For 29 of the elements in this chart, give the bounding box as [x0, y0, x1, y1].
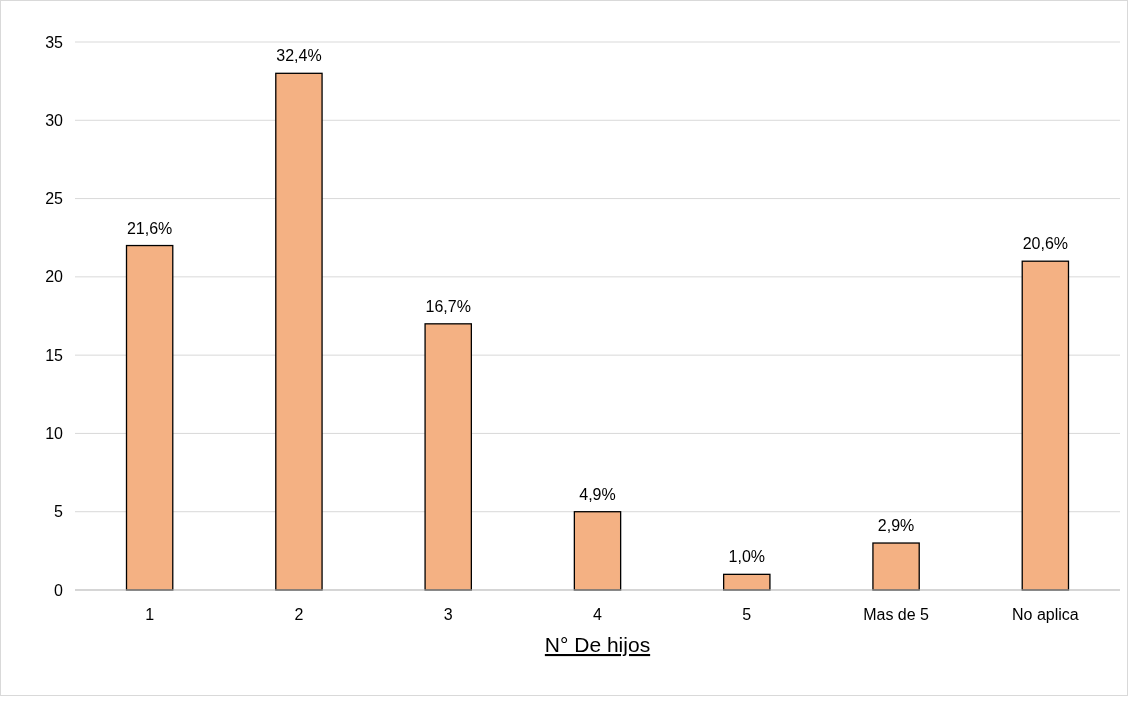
- y-tick-label: 35: [45, 33, 64, 51]
- y-tick-label: 0: [54, 581, 64, 599]
- y-tick-label: 20: [45, 268, 64, 286]
- x-tick-label: No aplica: [1012, 606, 1079, 623]
- annotation: 2,9%: [877, 517, 915, 535]
- annotation: 1,0%: [728, 548, 766, 566]
- x-tick-label: 4: [593, 606, 603, 623]
- annotation: 16,7%: [425, 297, 471, 315]
- annotation: 4,9%: [579, 485, 616, 503]
- x-tick-label: 2: [294, 606, 304, 623]
- y-tick-label: 30: [45, 111, 64, 129]
- y-tick-label: 15: [45, 346, 64, 364]
- annotation: 32,4%: [276, 47, 322, 65]
- annotation: 20,6%: [1022, 235, 1069, 253]
- bar: [125, 244, 174, 591]
- bar: [424, 323, 472, 591]
- bar: [1021, 260, 1070, 591]
- x-tick-label: 5: [742, 606, 752, 623]
- bar: [872, 542, 920, 591]
- annotation: 21,6%: [126, 219, 173, 237]
- y-tick-label: 25: [45, 190, 64, 208]
- x-tick-label: 1: [145, 606, 155, 623]
- x-tick-label: Mas de 5: [863, 606, 930, 623]
- y-tick-label: 5: [54, 503, 64, 521]
- x-tick-label: 3: [443, 606, 453, 623]
- x-axis-title: N° De hijos: [544, 633, 651, 656]
- bar: [275, 72, 323, 591]
- y-tick-label: 10: [45, 425, 64, 443]
- bar: [573, 511, 622, 591]
